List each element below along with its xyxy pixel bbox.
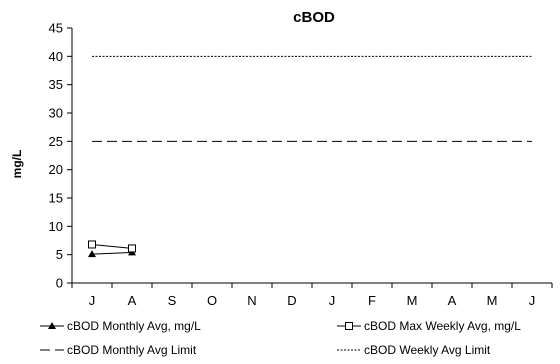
y-tick-label: 20 [49, 162, 63, 177]
y-tick-label: 10 [49, 219, 63, 234]
y-tick-label: 40 [49, 49, 63, 64]
legend-label: cBOD Max Weekly Avg, mg/L [364, 319, 521, 333]
series-line [91, 251, 133, 255]
legend-item: cBOD Max Weekly Avg, mg/L [337, 319, 521, 333]
legend-marker [345, 322, 353, 330]
legend-label: cBOD Monthly Avg Limit [67, 343, 197, 357]
legend-label: cBOD Weekly Avg Limit [364, 343, 491, 357]
x-tick-label: D [287, 293, 296, 308]
legend-label: cBOD Monthly Avg, mg/L [67, 319, 201, 333]
data-point [88, 250, 96, 258]
x-tick-label: J [529, 293, 536, 308]
legend-marker [48, 322, 56, 329]
x-tick-label: S [168, 293, 177, 308]
data-point [88, 240, 96, 249]
x-tick-label: O [207, 293, 217, 308]
series-line [91, 243, 133, 249]
y-ticks: 0 5 10 15 20 25 30 35 40 45 [49, 21, 72, 291]
y-axis-label: mg/L [10, 150, 24, 179]
y-tick-label: 35 [49, 77, 63, 92]
data-point [128, 244, 136, 253]
x-tick-label: N [247, 293, 256, 308]
x-tick-label: M [407, 293, 418, 308]
x-tick-label: A [448, 293, 457, 308]
y-tick-label: 0 [56, 276, 63, 291]
y-tick-label: 25 [49, 134, 63, 149]
x-tick-label: M [487, 293, 498, 308]
legend: cBOD Monthly Avg, mg/L cBOD Max Weekly Av… [40, 319, 521, 357]
x-tick-label: F [368, 293, 376, 308]
legend-item: cBOD Weekly Avg Limit [337, 343, 491, 357]
x-tick-label: A [128, 293, 137, 308]
series-1 [88, 240, 136, 253]
y-tick-label: 30 [49, 106, 63, 121]
chart-title: cBOD [293, 9, 335, 26]
legend-item: cBOD Monthly Avg, mg/L [40, 319, 201, 333]
legend-item: cBOD Monthly Avg Limit [40, 343, 197, 357]
y-tick-label: 45 [49, 21, 63, 36]
y-tick-label: 15 [49, 191, 63, 206]
series-layer [88, 55, 532, 258]
x-tick-label: J [329, 293, 336, 308]
x-tick-label: J [89, 293, 96, 308]
y-tick-label: 5 [56, 247, 63, 262]
